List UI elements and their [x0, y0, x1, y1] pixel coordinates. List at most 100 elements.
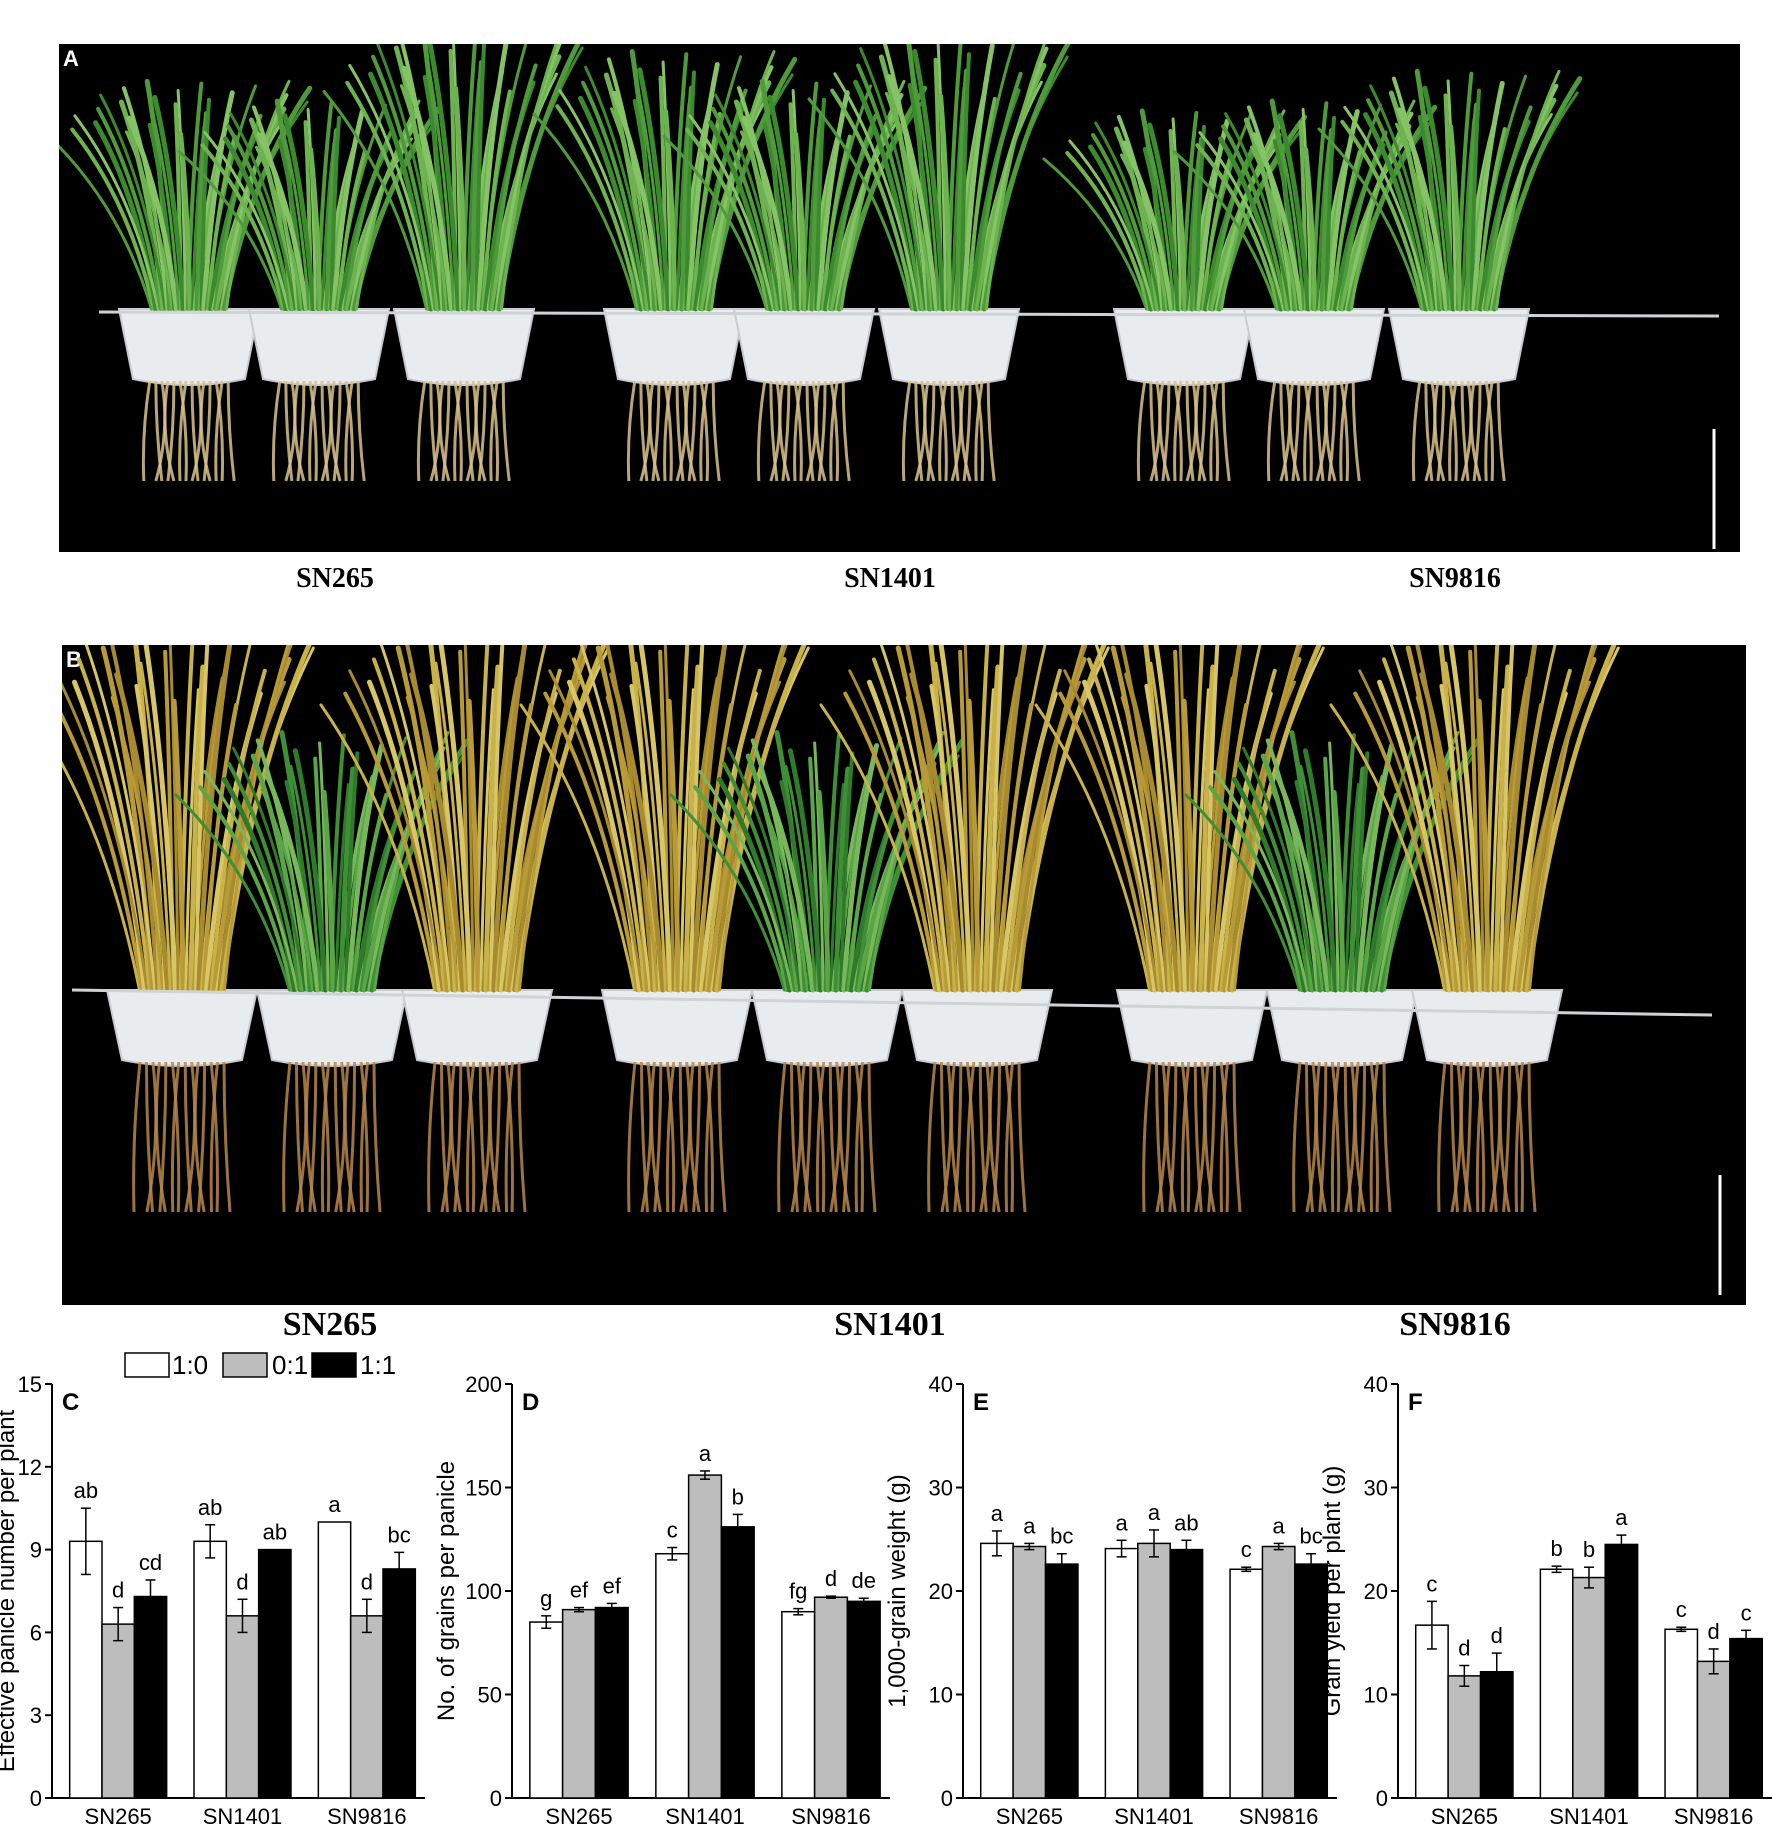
leaf-blade: [710, 50, 776, 311]
y-tick-label: 0: [1376, 1786, 1388, 1811]
leaf-blade: [324, 128, 339, 312]
leaf-blade: [1420, 101, 1451, 311]
leaf-blade: [1241, 746, 1317, 992]
leaf-blade: [1004, 668, 1062, 992]
leaf-blade: [635, 83, 666, 311]
leaf-blade: [321, 789, 336, 993]
leaf-blade: [184, 688, 200, 992]
root-strand: [778, 380, 791, 482]
significance-letter: d: [112, 1578, 124, 1603]
leaf-blade: [346, 743, 385, 993]
leaf-blade: [1198, 664, 1216, 993]
leaf-blade: [1319, 128, 1334, 312]
leaf-blade: [1476, 127, 1507, 311]
root-strand: [1514, 1061, 1525, 1213]
root-strand: [1424, 380, 1434, 482]
bar: [720, 1526, 755, 1799]
bar: [1137, 1542, 1171, 1799]
leaf-blade: [206, 134, 237, 311]
leaf-blade: [809, 111, 824, 312]
panel-letter: D: [522, 1389, 539, 1416]
root-strand: [1484, 380, 1494, 482]
leaf-blade: [711, 106, 778, 311]
leaf-blade: [663, 645, 675, 992]
leaf-blade: [963, 645, 975, 992]
leaf-blade: [669, 793, 786, 992]
significance-letter: a: [1115, 1510, 1128, 1535]
bar: [561, 1608, 597, 1799]
leaf-blade: [1495, 69, 1561, 311]
x-category-label: SN1401: [665, 1804, 745, 1829]
leaf-blade: [488, 63, 538, 311]
legend-swatch-0-1: [222, 1352, 268, 1378]
leaf-blade: [698, 770, 794, 992]
leaf-blade: [1119, 153, 1169, 311]
leaf-blade: [830, 88, 916, 311]
leaf-blade: [683, 664, 701, 993]
root-strand: [226, 380, 236, 482]
root-strand: [453, 1061, 463, 1213]
bar: [1696, 1660, 1731, 1799]
leaf-blade: [856, 63, 923, 311]
leaf-blade: [481, 89, 512, 311]
x-category-label: SN265: [996, 1804, 1063, 1829]
leaf-blade: [532, 112, 638, 311]
root-strand: [926, 380, 936, 482]
bar: [382, 1568, 417, 1799]
significance-letter: ab: [74, 1478, 98, 1503]
root-strand: [815, 1061, 826, 1213]
root-strand: [1194, 380, 1207, 482]
leaf-blade: [1065, 151, 1151, 311]
leaf-blade: [500, 44, 558, 311]
leaf-blade: [1331, 789, 1346, 993]
y-tick-label: 20: [929, 1579, 953, 1604]
leaf-blade: [96, 106, 163, 311]
root-strand: [1219, 1061, 1230, 1213]
root-strand: [974, 380, 985, 482]
significance-letter: bc: [1050, 1524, 1073, 1549]
root-strand: [627, 1061, 637, 1213]
bar: [133, 1595, 168, 1799]
leaf-blade: [637, 67, 671, 312]
leaf-blade: [910, 66, 941, 311]
pot-shape: [1242, 308, 1386, 386]
panel-letter-b: B: [66, 647, 82, 672]
pot-shape: [750, 989, 904, 1067]
panel-a-cultivar-1: SN265: [296, 563, 374, 594]
panel-letter: E: [973, 1389, 989, 1416]
leaf-blade: [150, 109, 181, 311]
root-strand: [1292, 1061, 1302, 1213]
root-strand: [938, 380, 948, 482]
y-tick-label: 30: [929, 1476, 953, 1501]
y-tick-label: 150: [465, 1476, 502, 1501]
leaf-blade: [518, 645, 585, 992]
root-strand: [163, 380, 176, 482]
root-strand: [141, 380, 152, 482]
leaf-blade: [966, 698, 981, 993]
root-strand: [489, 380, 500, 482]
leaf-blade: [1206, 645, 1243, 993]
leaf-blade: [1204, 645, 1220, 992]
root-strand: [1017, 1061, 1027, 1213]
leaf-blade: [765, 109, 796, 311]
root-strand: [438, 380, 451, 482]
leaf-blade: [1116, 115, 1165, 311]
leaf-blade: [99, 93, 167, 311]
leaf-blade: [1356, 743, 1395, 993]
leaf-blade: [1214, 121, 1284, 311]
root-strand: [214, 380, 225, 482]
pot-shape: [392, 308, 536, 386]
leaf-blade: [319, 703, 436, 992]
leaf-blade: [1340, 119, 1426, 311]
leaf-blade: [606, 57, 655, 311]
leaf-blade: [1251, 132, 1304, 312]
x-category-label: SN265: [85, 1804, 152, 1829]
leaf-blade: [704, 65, 774, 311]
root-strand: [653, 1061, 663, 1213]
root-strand: [815, 1061, 826, 1213]
leaf-blade: [201, 703, 239, 992]
leaf-blade: [1489, 688, 1505, 992]
leaf-blade: [1444, 661, 1477, 992]
y-tick-label: 30: [1364, 1476, 1388, 1501]
